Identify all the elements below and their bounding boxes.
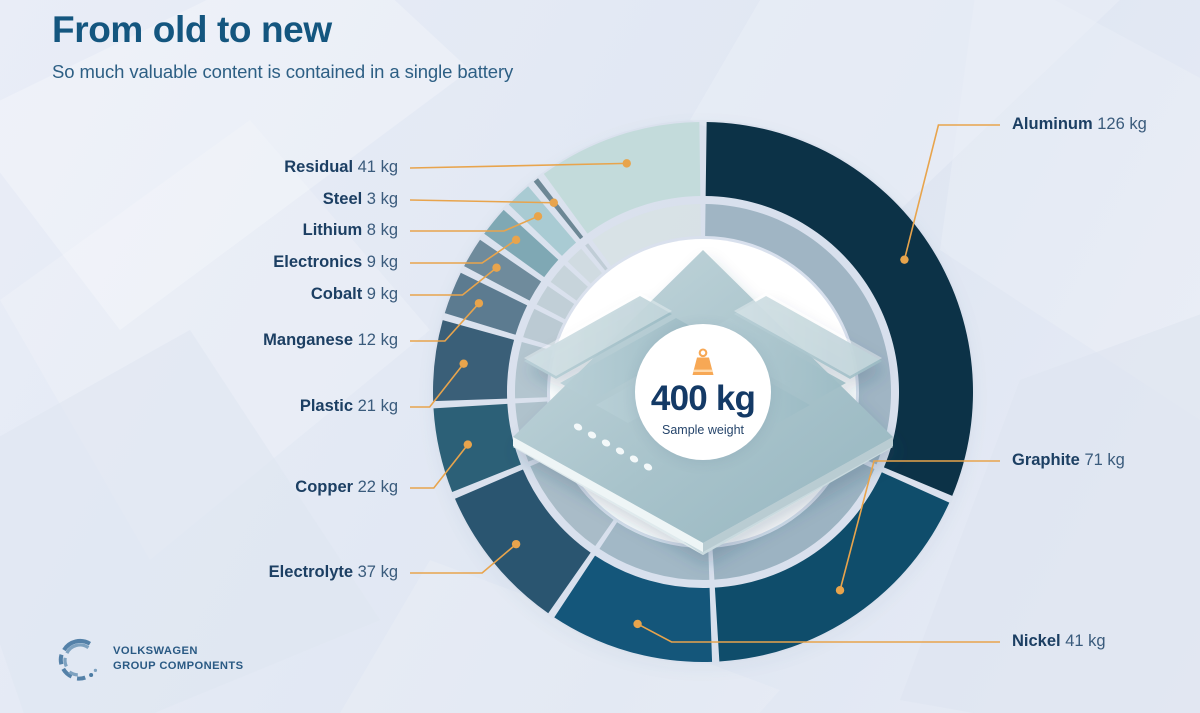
- chart-label-aluminum: Aluminum 126 kg: [1012, 116, 1147, 133]
- donut-inner-segment-graphite: [712, 455, 875, 580]
- chart-label-steel: Steel 3 kg: [0, 191, 398, 208]
- leader-dot-residual: [622, 159, 631, 168]
- leader-line-copper: [410, 444, 469, 489]
- chart-label-weight: 41 kg: [1060, 632, 1106, 650]
- donut-inner-segment-manganese: [523, 308, 564, 347]
- chart-label-name: Cobalt: [310, 285, 363, 303]
- donut-segment-residual[interactable]: [543, 122, 701, 234]
- chart-label-name: Manganese: [263, 331, 354, 349]
- donut-inner-segment-steel: [585, 243, 608, 271]
- header: From old to new So much valuable content…: [52, 8, 513, 83]
- vw-group-components-arc-icon: [58, 638, 98, 681]
- leader-dot-copper: [463, 440, 473, 449]
- sample-weight-value: 400 kg: [650, 378, 756, 418]
- brand-logo: VOLKSWAGEN GROUP COMPONENTS: [54, 634, 244, 684]
- chart-label-name: Nickel: [1012, 632, 1061, 650]
- chart-label-name: Lithium: [302, 221, 363, 239]
- donut-inner-segment-residual: [592, 204, 701, 266]
- leader-dot-electronics: [511, 235, 521, 245]
- chart-label-plastic: Plastic 21 kg: [0, 398, 398, 415]
- leader-dot-steel: [549, 198, 558, 207]
- donut-segment-nickel[interactable]: [554, 555, 713, 663]
- chart-label-electrolyte: Electrolyte 37 kg: [0, 564, 398, 581]
- chart-label-name: Electronics: [273, 253, 363, 271]
- donut-inner-segment-cobalt: [536, 285, 575, 320]
- leader-dot-graphite: [835, 586, 845, 595]
- leader-dot-lithium: [533, 212, 543, 221]
- leader-line-steel: [409, 199, 554, 204]
- chart-label-weight: 9 kg: [362, 253, 398, 271]
- leader-line-lithium: [410, 215, 539, 232]
- leader-dot-aluminum: [900, 255, 909, 264]
- chart-label-weight: 41 kg: [353, 158, 398, 176]
- donut-segment-plastic[interactable]: [433, 320, 515, 402]
- chart-label-name: Residual: [284, 158, 354, 176]
- donut-segment-electronics[interactable]: [484, 209, 559, 278]
- page-subtitle: So much valuable content is contained in…: [52, 60, 514, 82]
- chart-label-copper: Copper 22 kg: [0, 479, 398, 496]
- page-title: From old to new: [52, 9, 332, 50]
- leader-line-electronics: [410, 239, 517, 264]
- donut-inner-segment-electronics: [550, 265, 588, 301]
- chart-label-weight: 126 kg: [1092, 115, 1147, 133]
- leader-dot-plastic: [459, 359, 468, 368]
- brand-line-1: VOLKSWAGEN: [113, 645, 198, 658]
- brand-logo-text: VOLKSWAGEN GROUP COMPONENTS: [113, 644, 244, 674]
- leader-line-cobalt: [410, 267, 498, 296]
- donut-segment-graphite[interactable]: [714, 472, 950, 662]
- leader-lines: [409, 124, 1000, 643]
- donut-segment-copper[interactable]: [433, 403, 521, 492]
- chart-label-name: Plastic: [299, 397, 354, 415]
- sample-weight-caption: Sample weight: [662, 422, 744, 437]
- donut-inner-segment-lithium: [567, 248, 602, 284]
- sample-weight-badge: 400 kg Sample weight: [635, 324, 771, 460]
- chart-label-name: Graphite: [1012, 451, 1080, 469]
- chart-label-lithium: Lithium 8 kg: [0, 222, 398, 239]
- chart-label-weight: 8 kg: [362, 221, 398, 239]
- brand-line-2: GROUP COMPONENTS: [113, 660, 244, 672]
- chart-label-weight: 22 kg: [353, 478, 398, 496]
- chart-label-nickel: Nickel 41 kg: [1012, 633, 1106, 650]
- leader-line-nickel: [637, 623, 1000, 643]
- donut-outer-ring: [433, 122, 973, 663]
- chart-label-weight: 3 kg: [362, 190, 398, 208]
- leader-dot-manganese: [474, 299, 484, 308]
- chart-label-name: Electrolyte: [268, 563, 354, 581]
- chart-label-name: Copper: [295, 478, 354, 496]
- leader-line-aluminum: [903, 124, 1000, 260]
- chart-label-name: Aluminum: [1012, 115, 1093, 133]
- leader-line-residual: [409, 162, 627, 169]
- donut-inner-segment-electrolyte: [530, 453, 614, 547]
- donut-segment-cobalt[interactable]: [464, 239, 542, 301]
- donut-inner-segment-nickel: [599, 522, 710, 580]
- leader-line-graphite: [839, 460, 1000, 591]
- chart-label-weight: 9 kg: [362, 285, 398, 303]
- chart-label-cobalt: Cobalt 9 kg: [0, 286, 398, 303]
- donut-segment-aluminum[interactable]: [705, 122, 973, 496]
- donut-segment-lithium[interactable]: [508, 186, 577, 256]
- donut-segment-steel[interactable]: [533, 178, 584, 240]
- donut-segment-electrolyte[interactable]: [454, 469, 591, 614]
- chart-label-residual: Residual 41 kg: [0, 159, 398, 176]
- leader-line-plastic: [410, 363, 465, 408]
- chart-label-graphite: Graphite 71 kg: [1012, 452, 1125, 469]
- chart-label-name: Steel: [322, 190, 363, 208]
- leader-dot-nickel: [633, 619, 642, 629]
- chart-label-weight: 21 kg: [353, 397, 398, 415]
- leader-dot-electrolyte: [511, 539, 521, 549]
- chart-label-weight: 12 kg: [353, 331, 398, 349]
- leader-line-electrolyte: [410, 543, 517, 574]
- leader-dot-cobalt: [492, 263, 501, 272]
- leader-line-manganese: [410, 302, 480, 342]
- chart-label-weight: 37 kg: [353, 563, 398, 581]
- weight-icon: [692, 347, 714, 375]
- chart-label-weight: 71 kg: [1079, 451, 1125, 469]
- chart-label-manganese: Manganese 12 kg: [0, 332, 398, 349]
- donut-inner-segment-aluminum: [705, 204, 891, 465]
- chart-label-electronics: Electronics 9 kg: [0, 254, 398, 271]
